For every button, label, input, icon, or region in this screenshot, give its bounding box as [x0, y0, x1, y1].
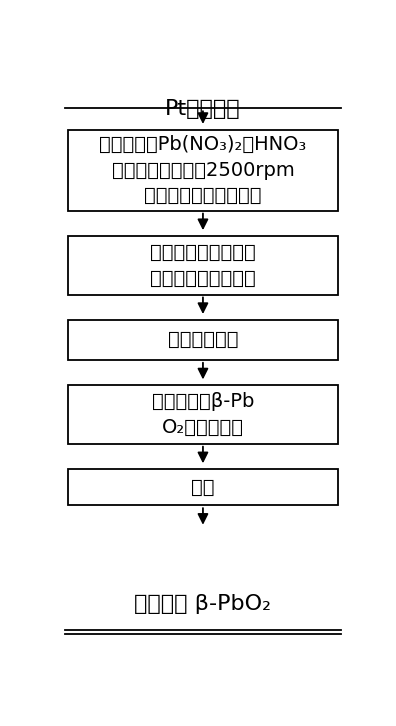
Bar — [68, 130, 338, 211]
Bar — [68, 385, 338, 444]
Bar — [68, 236, 338, 295]
Text: 清洗圆盘电极: 清洗圆盘电极 — [168, 330, 238, 349]
Bar — [68, 469, 338, 505]
Text: 圆型片状 β-PbO₂: 圆型片状 β-PbO₂ — [135, 594, 271, 614]
Text: 使用刀片将β-Pb
O₂从盘面剥离: 使用刀片将β-Pb O₂从盘面剥离 — [152, 392, 254, 437]
Bar — [68, 319, 338, 360]
Text: Pt圆盘电极: Pt圆盘电极 — [165, 99, 241, 119]
Text: 置于溶解了Pb(NO₃)₂的HNO₃
溶液中，转速调至2500rpm
（清除圆盘表面气泡）: 置于溶解了Pb(NO₃)₂的HNO₃ 溶液中，转速调至2500rpm （清除圆盘… — [99, 135, 307, 205]
Text: 吹干: 吹干 — [191, 478, 215, 497]
Text: 使用恒电流极化法对
旋转的电极进行极化: 使用恒电流极化法对 旋转的电极进行极化 — [150, 242, 256, 287]
